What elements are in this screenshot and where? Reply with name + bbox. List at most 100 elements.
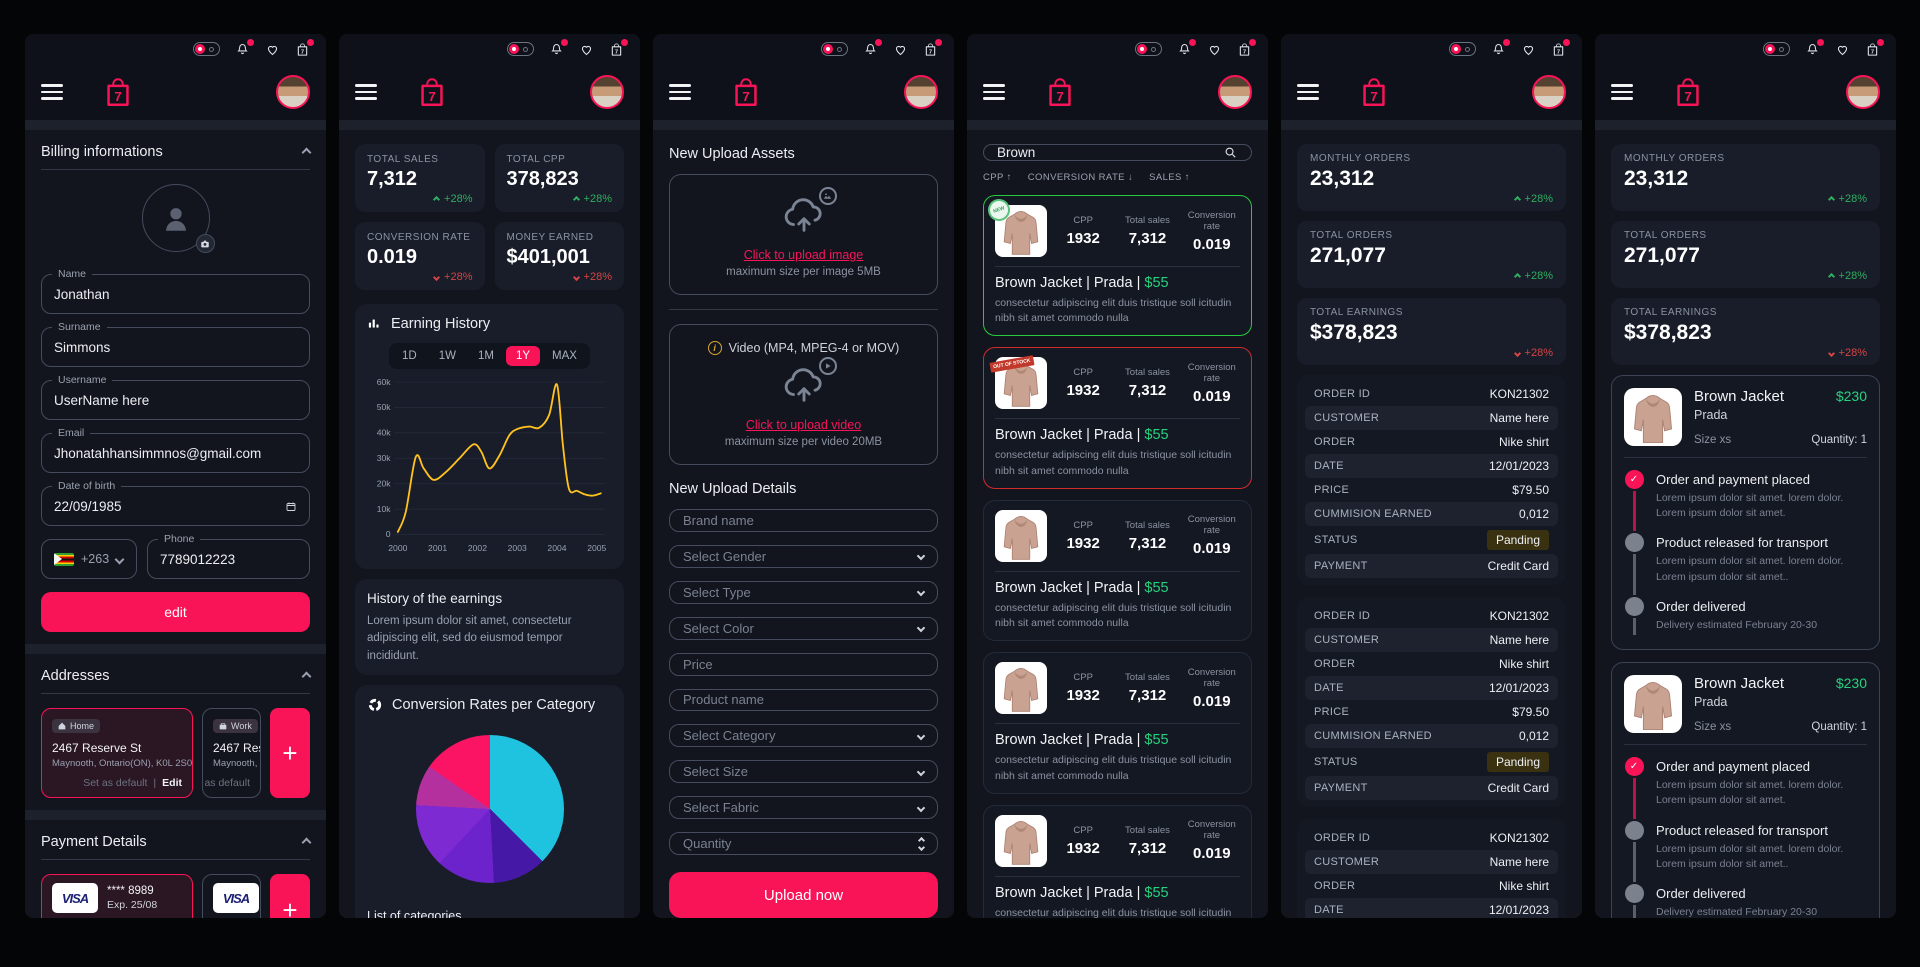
- product-card[interactable]: CPP 1932 Total sales 7,312 Conversion rate…: [983, 652, 1252, 794]
- cart-bag-icon[interactable]: [1551, 38, 1570, 57]
- user-avatar[interactable]: [276, 75, 310, 109]
- collapse-chevron-icon[interactable]: [301, 671, 312, 681]
- user-avatar[interactable]: [904, 75, 938, 109]
- dark-mode-toggle[interactable]: [193, 42, 220, 56]
- dob-input[interactable]: [54, 498, 279, 514]
- video-dropzone[interactable]: i Video (MP4, MPEG-4 or MOV) Click to upl…: [669, 324, 938, 465]
- cart-bag-icon[interactable]: [1865, 38, 1884, 57]
- phone-field[interactable]: Phone: [147, 533, 310, 579]
- edit-address-link[interactable]: Edit: [162, 777, 182, 789]
- product-card-in-stock[interactable]: NEW CPP 1932 Total sales 7,312 Conversion …: [983, 195, 1252, 337]
- brand-name-input[interactable]: Brand name: [669, 509, 938, 532]
- menu-icon[interactable]: [983, 84, 1005, 100]
- tab-1w[interactable]: 1W: [438, 350, 456, 362]
- wishlist-heart-icon[interactable]: [265, 42, 280, 57]
- brand-logo[interactable]: [415, 75, 449, 109]
- name-input[interactable]: [54, 286, 297, 302]
- surname-field[interactable]: Surname: [41, 321, 310, 367]
- search-icon[interactable]: [1223, 145, 1238, 160]
- notifications-bell-icon[interactable]: [549, 38, 568, 57]
- tab-1d[interactable]: 1D: [402, 350, 417, 362]
- cart-bag-icon[interactable]: [295, 38, 314, 57]
- menu-icon[interactable]: [1297, 84, 1319, 100]
- upload-now-button[interactable]: Upload now: [669, 872, 938, 918]
- brand-logo[interactable]: [1357, 75, 1391, 109]
- notifications-bell-icon[interactable]: [1177, 38, 1196, 57]
- username-input[interactable]: [54, 392, 297, 408]
- surname-input[interactable]: [54, 339, 297, 355]
- dob-field[interactable]: Date of birth: [41, 480, 310, 526]
- user-avatar[interactable]: [1846, 75, 1880, 109]
- email-input[interactable]: [54, 445, 297, 461]
- order-details-table[interactable]: ORDER ID KON21302 CUSTOMER Name here ORDER…: [1297, 597, 1566, 807]
- image-dropzone[interactable]: Click to upload image maximum size per i…: [669, 174, 938, 295]
- name-field[interactable]: Name: [41, 268, 310, 314]
- set-default-link[interactable]: Set as default: [83, 777, 148, 789]
- size-select[interactable]: Select Size: [669, 760, 938, 784]
- product-name-input[interactable]: Product name: [669, 688, 938, 712]
- menu-icon[interactable]: [1611, 84, 1633, 100]
- search-field[interactable]: [983, 144, 1252, 161]
- user-avatar[interactable]: [590, 75, 624, 109]
- wishlist-heart-icon[interactable]: [1207, 42, 1222, 57]
- collapse-chevron-icon[interactable]: [301, 837, 312, 847]
- dark-mode-toggle[interactable]: [1449, 42, 1476, 56]
- order-details-table[interactable]: ORDER ID KON21302 CUSTOMER Name here ORDER…: [1297, 819, 1566, 918]
- address-card-work[interactable]: Work 2467 Reserve St Maynooth, Ontario(O…: [202, 708, 261, 798]
- upload-video-link[interactable]: Click to upload video: [745, 418, 862, 432]
- wishlist-heart-icon[interactable]: [1835, 42, 1850, 57]
- dark-mode-toggle[interactable]: [1763, 42, 1790, 56]
- phone-input[interactable]: [160, 551, 297, 567]
- order-tracking-card[interactable]: Brown Jacket $230 Prada Size xs Quantity: …: [1611, 375, 1880, 651]
- tab-max[interactable]: MAX: [552, 350, 577, 362]
- order-tracking-card[interactable]: Brown Jacket $230 Prada Size xs Quantity: …: [1611, 662, 1880, 918]
- quantity-stepper[interactable]: Quantity: [669, 832, 938, 856]
- cart-bag-icon[interactable]: [1237, 38, 1256, 57]
- tab-1m[interactable]: 1M: [477, 350, 494, 362]
- dial-code-select[interactable]: +263: [41, 539, 137, 579]
- tab-1y[interactable]: 1Y: [505, 346, 541, 366]
- notifications-bell-icon[interactable]: [863, 38, 882, 57]
- brand-logo[interactable]: [1671, 75, 1705, 109]
- price-input[interactable]: Price: [669, 652, 938, 676]
- edit-button[interactable]: edit: [41, 592, 310, 632]
- collapse-chevron-icon[interactable]: [301, 147, 312, 157]
- color-select[interactable]: Select Color: [669, 616, 938, 640]
- dark-mode-toggle[interactable]: [1135, 42, 1162, 56]
- product-card[interactable]: CPP 1932 Total sales 7,312 Conversion rate…: [983, 499, 1252, 642]
- wishlist-heart-icon[interactable]: [579, 42, 594, 57]
- username-field[interactable]: Username: [41, 374, 310, 420]
- order-details-table[interactable]: ORDER ID KON21302 CUSTOMER Name here ORDER…: [1297, 375, 1566, 585]
- add-payment-button[interactable]: +: [270, 874, 310, 918]
- product-card-out-of-stock[interactable]: OUT OF STOCK CPP 1932 Total sales 7,312 Co…: [983, 347, 1252, 489]
- upload-image-link[interactable]: Click to upload image: [743, 248, 864, 262]
- menu-icon[interactable]: [669, 84, 691, 100]
- dark-mode-toggle[interactable]: [507, 42, 534, 56]
- menu-icon[interactable]: [355, 84, 377, 100]
- wishlist-heart-icon[interactable]: [893, 42, 908, 57]
- email-field[interactable]: Email: [41, 427, 310, 473]
- fabric-select[interactable]: Select Fabric: [669, 796, 938, 820]
- notifications-bell-icon[interactable]: [1805, 38, 1824, 57]
- brand-logo[interactable]: [1043, 75, 1077, 109]
- product-card[interactable]: CPP 1932 Total sales 7,312 Conversion rate…: [983, 804, 1252, 918]
- profile-photo-placeholder[interactable]: [141, 184, 215, 253]
- wishlist-heart-icon[interactable]: [1521, 42, 1536, 57]
- camera-icon[interactable]: [195, 234, 215, 253]
- gender-select[interactable]: Select Gender: [669, 544, 938, 568]
- cart-bag-icon[interactable]: [609, 38, 628, 57]
- notifications-bell-icon[interactable]: [235, 38, 254, 57]
- sort-conversion-rate[interactable]: CONVERSION RATE ↓: [1027, 172, 1134, 183]
- address-card-home[interactable]: Home 2467 Reserve St Maynooth, Ontario(O…: [41, 708, 193, 798]
- sort-sales[interactable]: SALES ↑: [1149, 172, 1190, 183]
- sort-cpp[interactable]: CPP ↑: [983, 172, 1012, 183]
- category-select[interactable]: Select Category: [669, 724, 938, 748]
- user-avatar[interactable]: [1532, 75, 1566, 109]
- user-avatar[interactable]: [1218, 75, 1252, 109]
- add-address-button[interactable]: +: [270, 708, 310, 798]
- brand-logo[interactable]: [101, 75, 135, 109]
- search-input[interactable]: [997, 145, 1215, 160]
- dark-mode-toggle[interactable]: [821, 42, 848, 56]
